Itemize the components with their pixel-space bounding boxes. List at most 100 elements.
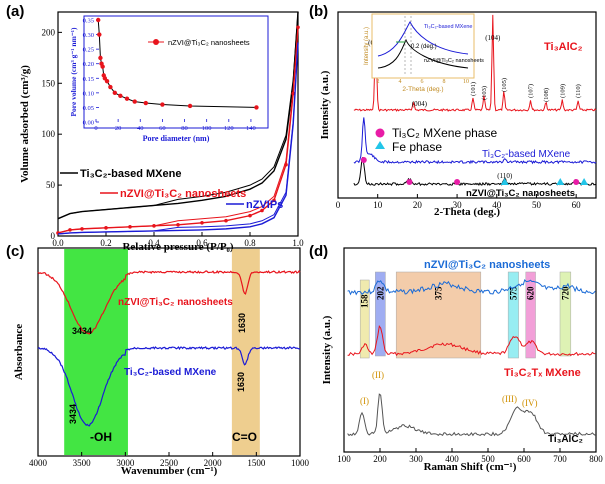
bi-xtick-label-1: 4 <box>399 79 402 85</box>
b-peak-label-10: (110) <box>497 172 513 180</box>
panel-d: (d) 158 202 375 575 620 720 100 200 300 400 500 60… <box>309 243 603 473</box>
ai-ytick-label-1: 0.05 <box>83 105 94 112</box>
panel-d-mode-3: (III) <box>502 394 517 404</box>
d-band-4 <box>525 271 536 359</box>
inset-a-xlabel: Pore diameter (nm) <box>143 134 210 143</box>
ai-point-14 <box>160 102 165 107</box>
d-xtick-label-5: 600 <box>517 454 531 464</box>
panel-b-phase-markers <box>360 157 589 185</box>
c-band-1 <box>231 249 260 455</box>
panel-d-mode-4: (IV) <box>522 398 538 408</box>
panel-b-xticks: 0 10 20 30 40 50 60 <box>336 194 581 210</box>
a-ytick-label-2: 100 <box>42 129 56 139</box>
d-band-label-1: 202 <box>375 286 385 300</box>
b-mxene-marker-2 <box>454 179 461 185</box>
d-band-0 <box>359 279 370 359</box>
d-xtick-label-2: 300 <box>409 454 423 464</box>
inset-b-ylabel: Intensity (a.u.) <box>364 27 370 65</box>
panel-c-label-mxene: Ti₃C₂-based MXene <box>124 367 217 378</box>
inset-a-frame <box>83 15 269 129</box>
panel-d-xlabel: Raman Shift (cm⁻¹) <box>424 461 517 473</box>
legend-fe-phase: Fe phase <box>392 140 442 154</box>
b-fe-marker-2 <box>580 178 589 185</box>
b-peak-label-3: (103) <box>481 86 488 100</box>
inset-a-ylabel: Pore volume (cm³ g⁻¹ nm⁻¹) <box>69 27 78 117</box>
inset-a-legend: nZVI@Ti₃C₂ nanosheets <box>168 38 250 47</box>
ai-point-1 <box>97 32 102 37</box>
panel-a-frame <box>57 11 299 237</box>
panel-b-xlabel: 2-Theta (deg.) <box>434 206 500 218</box>
d-xtick-label-6: 700 <box>553 454 567 464</box>
a-ytick-label-0: 0 <box>51 231 56 241</box>
b-peak-label-2: (101) <box>470 82 477 96</box>
b-xtick-label-5: 50 <box>532 200 542 210</box>
panel-c-xlabel: Wavenumber (cm⁻¹) <box>121 465 218 477</box>
b-fe-marker-1 <box>556 178 565 185</box>
d-band-label-0: 158 <box>360 294 370 308</box>
inset-b-legend-mxene: Ti₃C₂-based MXene <box>424 24 473 30</box>
panel-b-curves <box>353 14 597 187</box>
ai-point-16 <box>254 105 259 110</box>
panel-b-id: (b) <box>309 3 328 20</box>
panel-c-peak-3434-a: 3434 <box>72 326 92 336</box>
a-ytick-label-1: 50 <box>46 180 56 190</box>
a-curve-0-desorption <box>57 11 299 220</box>
panel-c-id: (c) <box>6 243 24 260</box>
d-band-5 <box>559 271 572 357</box>
panel-c-label-nzvi: nZVI@Ti₃C₂ nanosheets <box>118 297 233 308</box>
a-curve-1-desorption <box>57 27 299 234</box>
inset-b-annotation: 0.2 (deg.) <box>411 44 437 50</box>
b-mxene-marker-3 <box>573 179 580 185</box>
ai-xtick-label-5: 100 <box>202 125 212 132</box>
a-xtick-label-4: 0.8 <box>244 238 256 248</box>
ai-ytick-label-4: 0.20 <box>83 61 94 68</box>
d-band-1 <box>375 271 386 357</box>
ai-point-2 <box>98 55 103 61</box>
panel-c: (c) 4000 3500 3000 2500 2000 1500 1000 Wavenum… <box>6 243 310 477</box>
ai-ytick-label-7: 0.35 <box>83 18 94 25</box>
c-curve-mxene <box>37 345 301 427</box>
inset-b-frame <box>371 13 475 79</box>
legend-mxene-phase-marker <box>375 128 385 138</box>
inset-a-yticks: 0.00 0.05 0.10 0.15 0.20 0.25 0.30 0.35 <box>83 18 99 127</box>
c-xtick-label-3: 2500 <box>160 458 179 468</box>
b-xtick-label-6: 60 <box>572 200 582 210</box>
a-point-nzvi-4 <box>128 225 132 229</box>
a-point-nzvi-2 <box>80 227 84 231</box>
a-point-nzvi-14 <box>296 25 300 30</box>
b-peak-label-9: (110) <box>575 84 582 98</box>
panel-d-label-nzvi: nZVI@Ti₃C₂ nanosheets <box>424 259 550 271</box>
panel-d-mode-2: (II) <box>372 370 384 380</box>
ai-ytick-label-6: 0.30 <box>83 32 94 39</box>
b-curve-nzvi <box>353 157 597 187</box>
c-xtick-label-5: 1500 <box>247 458 266 468</box>
ai-point-13 <box>143 100 148 106</box>
b-peak-label-5: (105) <box>501 78 508 92</box>
panel-c-bands <box>64 249 260 455</box>
bi-xtick-label-2: 6 <box>421 79 424 85</box>
ai-ytick-label-2: 0.10 <box>83 90 94 97</box>
d-xtick-label-3: 400 <box>445 454 459 464</box>
d-band-label-3: 575 <box>508 286 518 300</box>
panel-d-label-ti3alc2: Ti₃AlC₂ <box>548 434 583 445</box>
ai-xtick-label-4: 80 <box>181 125 188 132</box>
panel-d-label-mxene: Ti₃C₂Tₓ MXene <box>504 367 581 379</box>
ai-point-12 <box>132 99 137 104</box>
b-peak-label-6: (107) <box>528 84 535 98</box>
bi-xtick-label-4: 10 <box>463 79 469 85</box>
a-ytick-label-3: 150 <box>42 78 56 88</box>
b-xtick-label-1: 10 <box>373 200 383 210</box>
c-xtick-label-1: 3500 <box>73 458 92 468</box>
ai-xtick-label-1: 20 <box>115 125 122 132</box>
a-point-nzvi-1 <box>68 228 72 232</box>
panel-d-xticks: 100 200 300 400 500 600 700 800 <box>337 448 603 464</box>
ai-point-4 <box>100 64 105 69</box>
panel-b-label-nzvi: nZVI@Ti₃C₂ nanosheets <box>466 188 575 199</box>
b-curve-ti3alc2 <box>353 14 597 112</box>
ai-point-15 <box>187 103 193 109</box>
ai-xtick-label-6: 120 <box>224 125 234 132</box>
b-xtick-label-2: 20 <box>413 200 423 210</box>
d-band-2 <box>395 271 482 359</box>
